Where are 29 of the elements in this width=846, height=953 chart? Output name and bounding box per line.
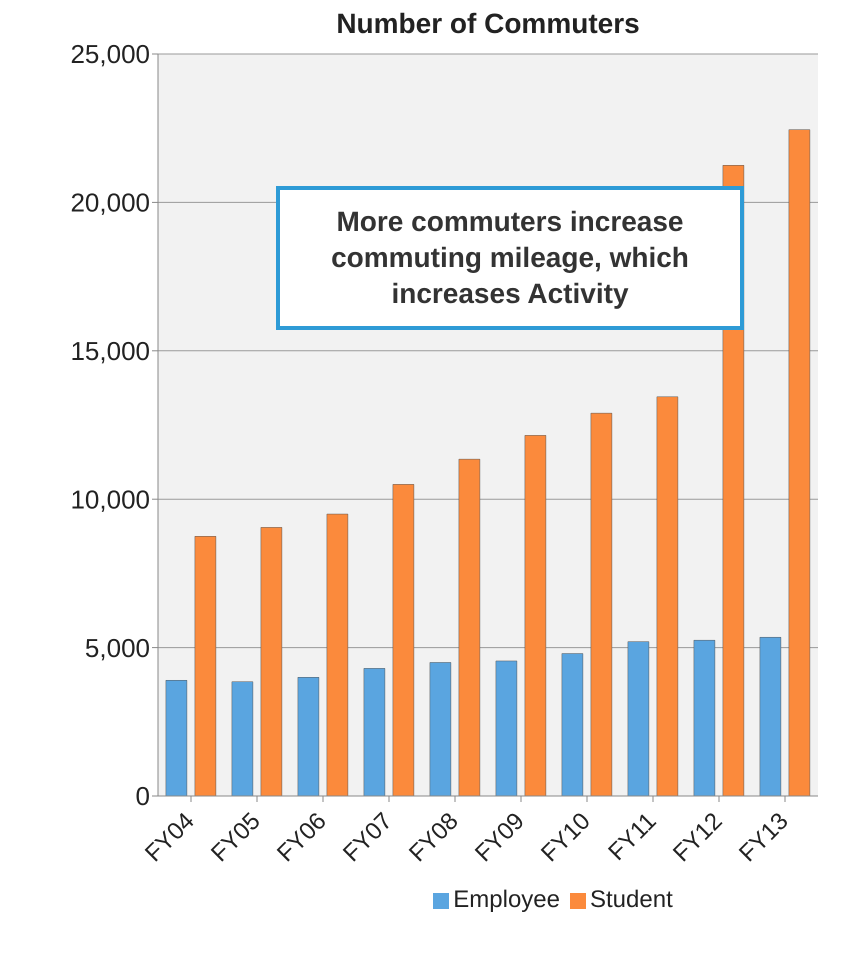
text-box: More commuters increase commuting mileage, which increases Activity — [276, 186, 744, 330]
bar — [392, 484, 414, 796]
chart-title: Number of Commuters — [336, 8, 640, 39]
bar — [260, 527, 282, 796]
bar — [562, 653, 584, 796]
y-tick-label: 10,000 — [70, 484, 150, 514]
y-tick-label: 15,000 — [70, 336, 150, 366]
bar — [364, 668, 386, 796]
legend-label: Student — [590, 886, 673, 913]
bar — [166, 680, 188, 796]
y-tick-label: 0 — [136, 781, 150, 812]
bar — [194, 536, 216, 796]
bar — [628, 641, 650, 796]
bar — [326, 514, 348, 796]
bar — [430, 662, 452, 796]
bar — [694, 640, 716, 796]
bar — [590, 412, 612, 796]
y-tick-label: 5,000 — [84, 632, 150, 663]
bar — [496, 660, 518, 796]
y-tick-label: 25,000 — [70, 39, 150, 70]
bar — [232, 681, 254, 796]
y-tick-label: 20,000 — [70, 188, 150, 218]
bar — [298, 677, 320, 796]
legend-label: Employee — [453, 886, 560, 913]
bar — [760, 636, 782, 796]
bar — [458, 458, 480, 796]
bar — [788, 129, 810, 796]
bar — [656, 396, 678, 796]
bar — [524, 435, 546, 796]
